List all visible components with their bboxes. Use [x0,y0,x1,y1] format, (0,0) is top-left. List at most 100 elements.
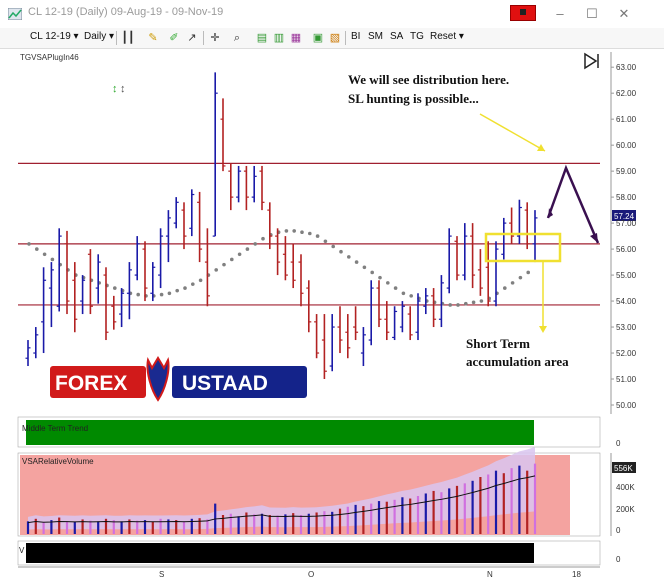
toolbar-button-tg[interactable]: TG [410,31,424,42]
volume-y-tick: 0 [616,526,621,535]
trailing-dot [510,281,515,285]
price-bar [321,314,327,380]
trailing-dot [456,303,460,307]
y-tick-label: 57.00 [616,219,637,228]
trailing-dot [323,239,328,244]
script-icon[interactable]: ▦ [290,32,302,44]
price-bar [126,262,132,320]
playback-icon[interactable] [584,52,599,70]
price-bar [509,207,515,244]
indicator-icon[interactable]: ▣ [312,32,324,44]
price-bar [415,293,421,341]
maximize-button[interactable]: ☐ [586,6,598,21]
trailing-dot [526,270,530,275]
toolbar-button-sa[interactable]: SA [390,31,404,42]
close-button[interactable]: ✕ [618,6,630,21]
trailing-dot [503,286,507,290]
y-tick-label: 56.00 [616,245,637,254]
toolbar-divider [116,31,117,45]
y-tick-label: 52.00 [616,349,637,358]
chart-toolbar: CL 12-19 ▾ Daily ▾ ┃┃ ✎ ✐ ↗ ✛ ⌕ ▤ ▥ ▦ ▣ … [0,28,664,49]
y-tick-label: 54.00 [616,297,637,306]
interval-selector[interactable]: Daily ▾ [84,31,115,42]
symbol-selector[interactable]: CL 12-19 ▾ [30,31,79,42]
record-button[interactable] [510,5,536,21]
indicator-label: TGVSAPlugIn46 [20,53,79,62]
trailing-dot [245,247,250,251]
trend-label: Middle Term Trend [22,424,88,433]
trailing-dot [448,303,453,307]
trailing-dot [113,286,117,290]
price-bar [477,249,483,296]
trailing-dot [393,286,398,290]
price-bar [251,165,257,203]
svg-text:↕: ↕ [112,83,118,95]
volume-average-band [28,446,535,530]
pencil-icon[interactable]: ✎ [148,32,158,44]
trailing-dot [27,242,31,246]
toolbar-button-sm[interactable]: SM [368,31,383,42]
price-bar [275,228,281,276]
reset-button[interactable]: Reset ▾ [430,31,464,42]
crosshair-icon[interactable]: ✛ [210,32,220,44]
trailing-dot [518,275,523,280]
price-bar [204,228,210,307]
price-bar [501,217,507,260]
annotation-accumulation: accumulation area [466,354,569,369]
trailing-dot [159,292,164,297]
trailing-dot [198,278,203,283]
price-bar [431,288,437,328]
arrow-icon[interactable]: ↗ [187,32,197,44]
x-label-nov: N [487,570,493,579]
trailing-dot [308,231,312,236]
y-tick-label: 55.00 [616,271,637,280]
trailing-dot [464,301,468,306]
price-bar [267,202,273,250]
x-label-oct: O [308,570,314,579]
price-bar [80,275,86,315]
minimize-button[interactable]: – [556,6,564,21]
annotation-short-term: Short Term [466,336,530,351]
volume-average-line [27,475,536,524]
y-tick-label: 50.00 [616,401,637,410]
price-bar [329,314,335,372]
price-bar [407,306,413,341]
price-bar [392,306,398,341]
zoom-icon[interactable]: ⌕ [233,32,241,44]
price-bar [368,280,374,346]
bar-type-icon[interactable]: ┃┃ [121,32,135,44]
price-bar [236,165,242,203]
price-bar [282,236,288,281]
trailing-dot [136,292,140,297]
marker-icon[interactable]: ✐ [169,32,179,44]
y-tick-label: 51.00 [616,375,637,384]
svg-text:↕: ↕ [120,83,126,95]
template-icon[interactable]: ▤ [256,32,268,44]
title-bar: CL 12-19 (Daily) 09-Aug-19 - 09-Nov-19 –… [0,0,664,28]
trend-y-tick: 0 [616,439,621,448]
trailing-dot [300,230,304,235]
price-tag-value: 57.24 [614,212,635,221]
toolbar-divider [203,31,204,45]
chart-area[interactable]: TGVSAPlugIn46 ↕ ↕ We will see distributi… [0,48,664,587]
price-bar [111,295,117,330]
price-bar [95,254,101,304]
price-bar [64,230,70,315]
y-tick-label: 58.00 [616,193,637,202]
price-bar [384,301,390,341]
price-bar [212,72,218,237]
toolbar-divider [345,31,346,45]
yellow-pointer-arrow [479,113,546,152]
price-bar [173,197,179,229]
symbol-label: CL 12-19 [30,31,71,42]
save-icon[interactable]: ▧ [329,32,341,44]
bottom-bar [26,543,534,563]
trailing-dot [167,291,172,296]
y-tick-label: 61.00 [616,115,637,124]
trailing-dot [222,262,226,267]
template2-icon[interactable]: ▥ [273,32,285,44]
trailing-dot [409,294,414,298]
price-bar [314,314,320,359]
toolbar-button-bi[interactable]: BI [351,31,361,42]
projection-path [546,164,600,244]
